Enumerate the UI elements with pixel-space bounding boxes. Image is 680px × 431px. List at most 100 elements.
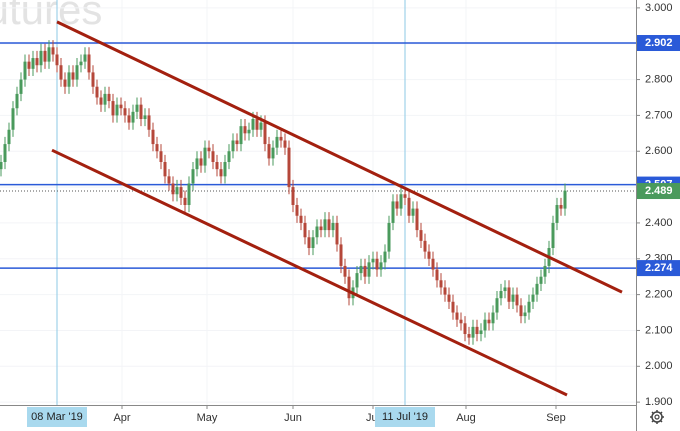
candle-body [419, 230, 423, 241]
watermark: Futures [0, 0, 102, 33]
settings-icon[interactable] [650, 410, 664, 424]
candle-body [439, 280, 443, 288]
candle-body [111, 101, 115, 116]
candle-body [31, 58, 35, 69]
candle-body [335, 222, 339, 245]
y-tick-label: 2.400 [645, 217, 673, 229]
candle-body [0, 162, 3, 170]
candle-body [47, 47, 51, 62]
candle-body [471, 326, 475, 338]
candle-body [199, 158, 203, 166]
candle-body [323, 219, 327, 231]
candle-body [23, 61, 27, 80]
candle-body [27, 61, 31, 69]
candle-body [307, 237, 311, 249]
candle-body [63, 79, 67, 87]
candle-body [435, 269, 439, 281]
candle-body [11, 108, 15, 130]
candle-body [311, 237, 315, 249]
candle-body [219, 169, 223, 177]
price-label: 2.902 [645, 37, 673, 49]
candle-body [315, 226, 319, 238]
candle-body [79, 61, 83, 66]
candle-body [43, 50, 47, 62]
candle-body [175, 187, 179, 195]
candle-body [507, 287, 511, 302]
candle-body [115, 104, 119, 116]
candle-body [139, 104, 143, 119]
candle-body [135, 104, 139, 112]
candle-body [195, 158, 199, 170]
candle-body [399, 194, 403, 209]
candle-body [443, 287, 447, 295]
candle-body [383, 251, 387, 263]
candle-body [459, 319, 463, 324]
candle-body [347, 276, 351, 299]
candle-body [203, 147, 207, 166]
candle-body [499, 291, 503, 299]
candle-body [147, 115, 151, 130]
y-tick-label: 2.800 [645, 73, 673, 85]
candle-body [243, 126, 247, 134]
trend-line [51, 148, 568, 397]
candle-body [83, 54, 87, 62]
candle-body [51, 47, 55, 55]
candle-body [355, 273, 359, 288]
candle-body [159, 151, 163, 162]
candle-body [427, 251, 431, 259]
x-tick-label: Jun [284, 412, 302, 424]
candle-body [247, 129, 251, 134]
candle-body [303, 222, 307, 238]
candle-body [555, 205, 559, 223]
candle-body [183, 197, 187, 206]
candle-body [423, 240, 427, 252]
candle-body [255, 118, 259, 130]
candle-body [95, 86, 99, 98]
candle-body [3, 144, 7, 162]
candle-body [271, 147, 275, 159]
candle-body [251, 118, 255, 130]
candle-body [7, 129, 11, 145]
candle-body [71, 72, 75, 80]
candle-body [531, 294, 535, 302]
candle-body [131, 111, 135, 123]
candle-body [487, 319, 491, 324]
candle-body [551, 222, 555, 249]
candle-body [223, 162, 227, 177]
candle-body [463, 323, 467, 335]
candle-body [375, 258, 379, 270]
candle-body [231, 140, 235, 152]
candle-body [207, 147, 211, 152]
candle-body [163, 162, 167, 177]
candle-body [403, 194, 407, 198]
candle-body [287, 147, 291, 188]
candle-body [267, 144, 271, 159]
candle-body [107, 93, 111, 102]
candle-body [391, 201, 395, 223]
candle-body [235, 140, 239, 145]
candle-body [467, 334, 471, 338]
x-tick-label: Apr [113, 412, 130, 424]
candle-body [519, 305, 523, 317]
candle-body [295, 205, 299, 216]
candle-body [407, 197, 411, 216]
candle-body [387, 222, 391, 252]
last-price-label: 2.489 [645, 185, 673, 197]
candle-body [475, 326, 479, 335]
candle-body [39, 50, 43, 66]
candle-body [527, 301, 531, 313]
candle-body [371, 258, 375, 263]
candle-body [87, 54, 91, 73]
candle-body [523, 312, 527, 317]
candle-body [35, 58, 39, 66]
candle-body [339, 244, 343, 266]
crosshair-label: 08 Mar '19 [31, 411, 83, 423]
candle-body [127, 115, 131, 123]
trend-line [56, 20, 623, 294]
candle-body [503, 287, 507, 292]
candle-body [559, 205, 563, 209]
candle-body [227, 151, 231, 162]
y-tick-label: 2.200 [645, 289, 673, 301]
candle-body [103, 93, 107, 105]
